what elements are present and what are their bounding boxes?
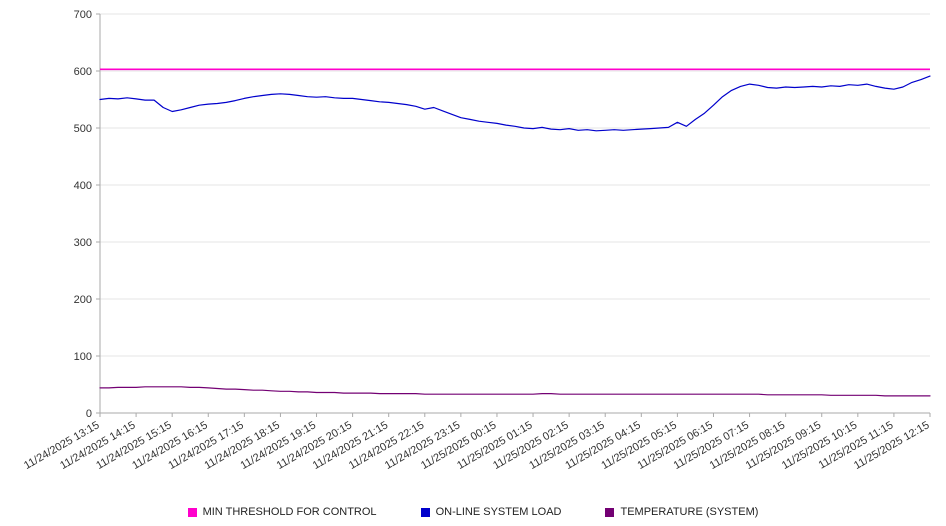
y-tick-label: 700: [74, 9, 92, 21]
y-tick-label: 400: [74, 180, 92, 192]
y-tick-label: 500: [74, 123, 92, 135]
legend-swatch-online-system-load: [420, 507, 430, 517]
legend-label-min-threshold: MIN THRESHOLD FOR CONTROL: [202, 506, 377, 518]
chart-legend: MIN THRESHOLD FOR CONTROL ON-LINE SYSTEM…: [0, 497, 946, 526]
series-on-line-system-load: [99, 75, 931, 132]
legend-label-online-system-load: ON-LINE SYSTEM LOAD: [435, 506, 562, 518]
legend-item-min-threshold: MIN THRESHOLD FOR CONTROL: [187, 506, 377, 518]
legend-swatch-temperature-system: [605, 507, 615, 517]
y-tick-label: 200: [74, 294, 92, 306]
legend-item-temperature-system: TEMPERATURE (SYSTEM): [605, 506, 758, 518]
y-tick-label: 100: [74, 351, 92, 363]
legend-swatch-min-threshold: [187, 507, 197, 517]
legend-item-online-system-load: ON-LINE SYSTEM LOAD: [420, 506, 562, 518]
y-tick-label: 0: [86, 408, 92, 420]
series-temperature-system: [99, 386, 931, 397]
legend-label-temperature-system: TEMPERATURE (SYSTEM): [620, 506, 759, 518]
y-tick-label: 600: [74, 66, 92, 78]
y-tick-label: 300: [74, 237, 92, 249]
